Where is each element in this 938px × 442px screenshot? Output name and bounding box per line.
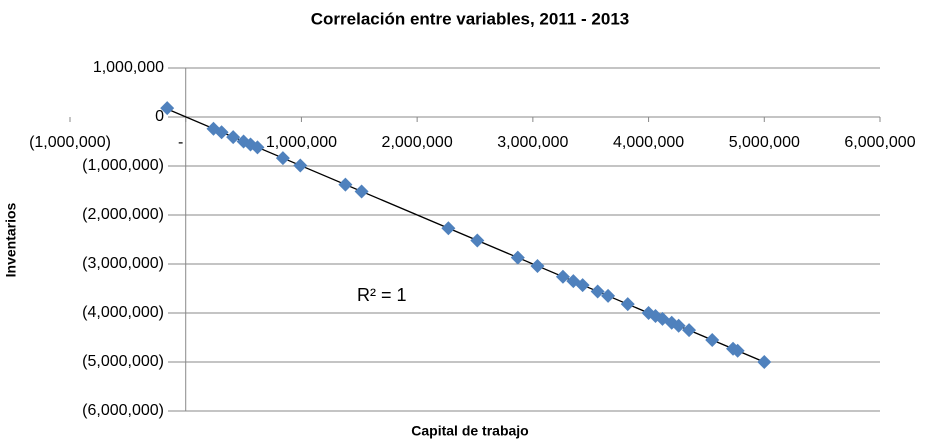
chart-title: Correlación entre variables, 2011 - 2013	[311, 9, 629, 28]
annotation: R² = 1	[357, 285, 407, 305]
point	[160, 101, 175, 116]
y-tick-label: (5,000,000)	[82, 353, 164, 370]
point	[354, 184, 369, 199]
point	[730, 343, 745, 358]
point	[530, 258, 545, 273]
point	[757, 355, 772, 369]
y-tick-label: 0	[155, 108, 164, 125]
y-tick-label: (2,000,000)	[82, 206, 164, 223]
x-tick-label: 1,000,000	[266, 134, 337, 151]
x-tick-label: -	[178, 134, 183, 151]
point	[226, 130, 241, 145]
y-tick-label: (3,000,000)	[82, 255, 164, 272]
point	[250, 140, 265, 155]
point	[214, 125, 229, 140]
point	[620, 297, 635, 312]
point	[682, 323, 697, 338]
x-tick-label: 3,000,000	[497, 134, 568, 151]
point	[441, 221, 456, 236]
y-tick-label: (6,000,000)	[82, 402, 164, 419]
point	[671, 318, 686, 333]
x-tick-label: 2,000,000	[382, 134, 453, 151]
point	[338, 177, 353, 192]
point	[510, 250, 525, 265]
point	[275, 151, 290, 166]
point	[470, 233, 485, 248]
x-tick-label: 5,000,000	[729, 134, 800, 151]
y-tick-label: 1,000,000	[93, 59, 164, 76]
point	[705, 332, 720, 347]
x-axis-label: Capital de trabajo	[411, 423, 528, 439]
point	[601, 288, 616, 303]
x-tick-label: 6,000,000	[844, 134, 915, 151]
point	[555, 269, 570, 284]
point	[575, 278, 590, 293]
y-axis-label: Inventarios	[3, 202, 19, 277]
y-tick-label: (1,000,000)	[82, 157, 164, 174]
x-tick-label: (1,000,000)	[29, 134, 111, 151]
x-tick-label: 4,000,000	[613, 134, 684, 151]
point	[293, 158, 308, 173]
point	[590, 284, 605, 299]
y-tick-label: (4,000,000)	[82, 304, 164, 321]
